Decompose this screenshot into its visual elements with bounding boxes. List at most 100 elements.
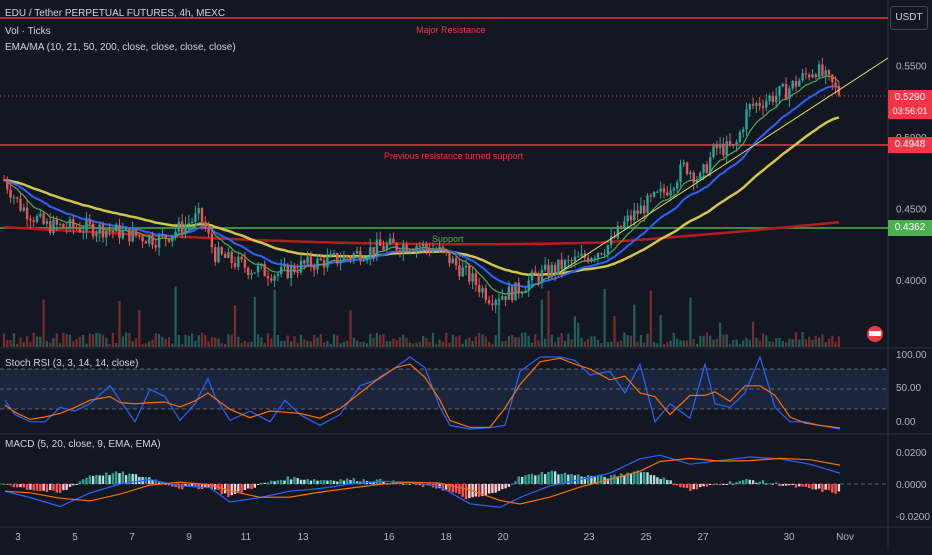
candle-body [669,190,672,196]
macd-histogram-bar [728,481,732,484]
candle-body [735,142,738,145]
candle-body [821,64,824,76]
candle-body [801,73,804,81]
candle-body [550,264,553,277]
volume-bar [738,343,741,347]
volume-bar [435,343,438,347]
macd-histogram-bar [837,484,841,492]
volume-bar [204,335,207,347]
candle-body [435,250,438,252]
volume-bar [468,337,471,347]
volume-bar [217,338,220,347]
candle-body [250,273,253,275]
volume-bar [606,342,609,347]
candle-body [408,250,412,252]
volume-bar [197,335,200,347]
volume-bar [573,316,576,347]
volume-bar [517,337,520,347]
macd-histogram-bar [204,484,207,487]
macd-histogram-bar [705,484,709,487]
macd-histogram-bar [445,484,448,490]
macd-histogram-bar [12,484,16,488]
candle-body [240,256,243,260]
macd-histogram-bar [35,484,39,491]
volume-bar [478,332,481,347]
macd-histogram-bar [534,475,537,484]
volume-bar [26,336,29,347]
volume-bar [191,333,194,347]
time-axis-label: 11 [241,532,252,543]
volume-bar [263,342,266,347]
macd-histogram-bar [408,483,412,485]
candle-body [596,253,600,258]
macd-histogram-bar [148,477,151,484]
macd-histogram-bar [296,478,299,484]
macd-histogram-bar [553,471,557,484]
volume-bar [105,337,108,347]
volume-bar [514,337,517,347]
macd-histogram-bar [461,484,464,497]
macd-histogram-bar [672,484,676,485]
macd-histogram-bar [709,484,712,485]
volume-bar [276,334,279,347]
candle-body [643,205,646,214]
volume-bar [676,338,679,347]
countdown-tag: 03:56:01 [888,103,932,119]
volume-bar [299,334,303,347]
macd-histogram-bar [643,471,646,484]
macd-histogram-bar [101,475,105,484]
volume-bar [527,336,530,347]
candle-body [619,226,623,229]
volume-bar [134,337,138,347]
macd-histogram-bar [458,484,461,494]
volume-bar [336,335,339,347]
macd-histogram-bar [240,484,243,493]
volume-bar [75,338,78,347]
candle-body [223,254,227,258]
volume-bar [557,337,560,347]
macd-histogram-bar [200,484,204,489]
candle-body [91,223,95,237]
volume-bar [52,338,55,347]
macd-histogram-bar [105,472,108,484]
macd-histogram-bar [685,484,689,489]
volume-bar [408,342,411,347]
currency-button[interactable]: USDT [890,6,928,30]
volume-bar [837,336,840,347]
candle-body [603,253,606,255]
candle-body [481,288,484,293]
candle-body [398,250,402,254]
candle-body [253,272,256,274]
volume-bar [316,337,319,347]
time-axis-label: 16 [383,532,395,543]
macd-histogram-bar [511,483,514,485]
candle-body [672,188,676,191]
macd-histogram-bar [451,484,454,493]
candle-body [52,219,55,234]
macd-histogram-bar [336,481,339,484]
volume-bar [59,343,62,347]
volume-bar [550,334,553,347]
volume-bar [801,332,804,347]
macd-signal-line [4,457,841,505]
volume-bar [712,339,715,347]
candle-body [207,228,210,234]
candle-body [105,230,108,238]
macd-histogram-bar [276,480,280,484]
candle-body [501,296,504,300]
macd-histogram-bar [735,482,738,484]
volume-bar [42,299,45,347]
candle-body [428,248,431,253]
macd-histogram-bar [266,482,270,484]
volume-bar [679,340,682,347]
volume-bar [359,342,362,347]
macd-histogram-bar [402,483,405,485]
candle-body [329,253,332,257]
candle-body [276,274,280,276]
volume-bar [85,343,88,347]
macd-histogram-bar [280,479,283,484]
volume-bar [834,341,837,347]
macd-histogram-bar [220,484,223,495]
